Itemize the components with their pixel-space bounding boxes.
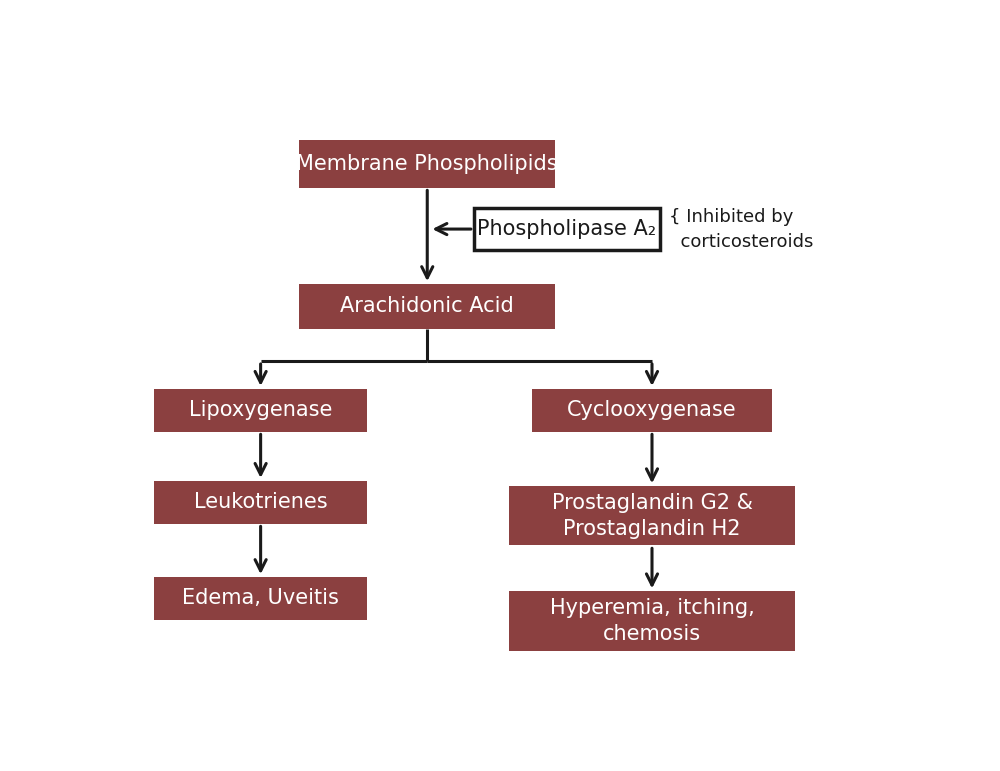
Text: { Inhibited by
  corticosteroids: { Inhibited by corticosteroids	[669, 207, 813, 251]
Text: Cyclooxygenase: Cyclooxygenase	[567, 400, 737, 420]
FancyBboxPatch shape	[299, 284, 555, 328]
Text: Arachidonic Acid: Arachidonic Acid	[340, 296, 514, 316]
FancyBboxPatch shape	[509, 591, 795, 651]
FancyBboxPatch shape	[532, 389, 772, 432]
FancyBboxPatch shape	[509, 487, 795, 546]
FancyBboxPatch shape	[299, 140, 555, 187]
FancyBboxPatch shape	[154, 389, 367, 432]
FancyBboxPatch shape	[474, 207, 660, 251]
FancyBboxPatch shape	[154, 577, 367, 620]
Text: Membrane Phospholipids: Membrane Phospholipids	[296, 153, 558, 173]
FancyBboxPatch shape	[154, 481, 367, 524]
Text: Hyperemia, itching,
chemosis: Hyperemia, itching, chemosis	[550, 598, 754, 644]
Text: Edema, Uveitis: Edema, Uveitis	[182, 588, 339, 608]
Text: Prostaglandin G2 &
Prostaglandin H2: Prostaglandin G2 & Prostaglandin H2	[552, 493, 753, 539]
Text: Leukotrienes: Leukotrienes	[194, 492, 327, 512]
Text: Phospholipase A₂: Phospholipase A₂	[477, 219, 656, 239]
Text: Lipoxygenase: Lipoxygenase	[189, 400, 332, 420]
